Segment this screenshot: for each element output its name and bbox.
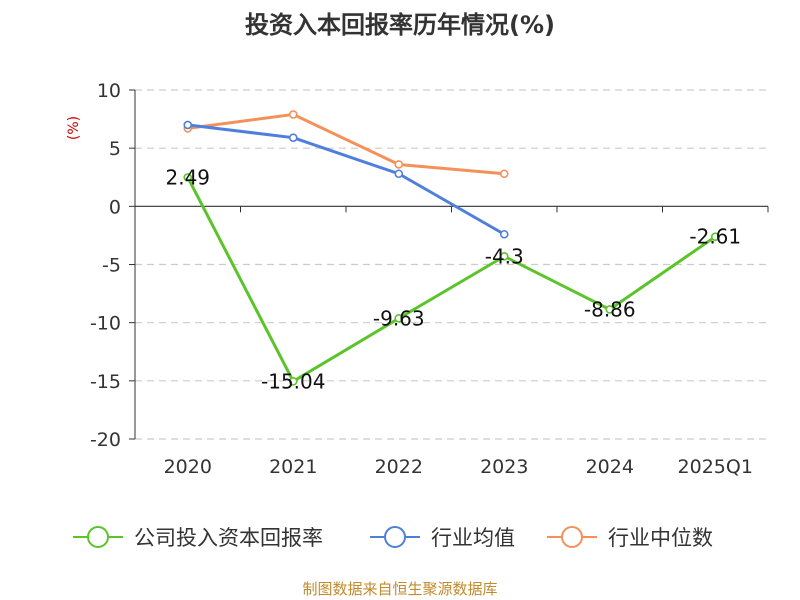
x-tick-label: 2022 [375, 456, 423, 478]
x-tick-label: 2020 [164, 456, 212, 478]
series-lines [186, 112, 717, 383]
data-point [605, 305, 615, 314]
y-tick-label: -20 [90, 429, 121, 451]
data-point [288, 376, 298, 386]
y-tick-label: 5 [109, 138, 121, 160]
series-line-0 [186, 176, 717, 383]
series-line-2 [187, 112, 505, 176]
y-tick-label: 10 [97, 80, 121, 102]
y-axis-label: (%) [66, 116, 82, 140]
data-label: -15.04 [261, 369, 325, 393]
axes: 10 5 0 -5 -10 -15 -20 2020 2021 2022 2023 2024 2025Q… [90, 80, 769, 478]
source-note: 制图数据来自恒生聚源数据库 [302, 580, 497, 598]
data-label: -2.61 [689, 225, 741, 249]
legend-label: 公司投入资本回报率 [134, 526, 323, 550]
legend-label: 行业中位数 [608, 526, 713, 550]
data-point [499, 252, 509, 261]
x-tick-label: 2024 [586, 456, 634, 478]
data-point [710, 232, 720, 241]
chart-title: 投资入本回报率历年情况(%) [245, 11, 555, 39]
series-line-1 [187, 123, 505, 236]
data-label: -8.86 [584, 297, 636, 321]
data-point [394, 160, 404, 169]
legend-item-1: 行业均值 [370, 526, 515, 550]
legend-marker [561, 526, 583, 548]
data-point [288, 110, 298, 119]
legend: 公司投入资本回报率 行业均值 行业中位数 [73, 526, 713, 550]
y-tick-label: -5 [102, 255, 121, 277]
legend-item-2: 行业中位数 [547, 526, 713, 550]
data-label: 2.49 [165, 165, 210, 189]
data-label: -4.3 [485, 244, 524, 268]
x-tick-label: 2021 [269, 456, 317, 478]
legend-marker [384, 526, 406, 548]
data-point [183, 173, 193, 182]
legend-marker [87, 526, 109, 548]
y-tick-label: -10 [90, 313, 121, 335]
data-point [394, 169, 404, 179]
y-tick-label: 0 [109, 196, 121, 218]
data-point [499, 169, 509, 179]
data-point [499, 229, 509, 239]
data-point [288, 133, 298, 142]
grid-lines [135, 89, 768, 440]
data-labels: 2.49 -15.04 -9.63 -4.3 -8.86 -2.61 [165, 165, 741, 393]
x-tick-label: 2025Q1 [678, 456, 753, 478]
legend-label: 行业均值 [431, 526, 515, 550]
legend-item-0: 公司投入资本回报率 [73, 526, 323, 550]
data-point [394, 314, 404, 323]
data-label: -9.63 [373, 306, 425, 330]
x-tick-label: 2023 [480, 456, 528, 478]
data-point [183, 120, 193, 130]
y-tick-label: -15 [90, 371, 121, 393]
data-points [183, 110, 720, 386]
